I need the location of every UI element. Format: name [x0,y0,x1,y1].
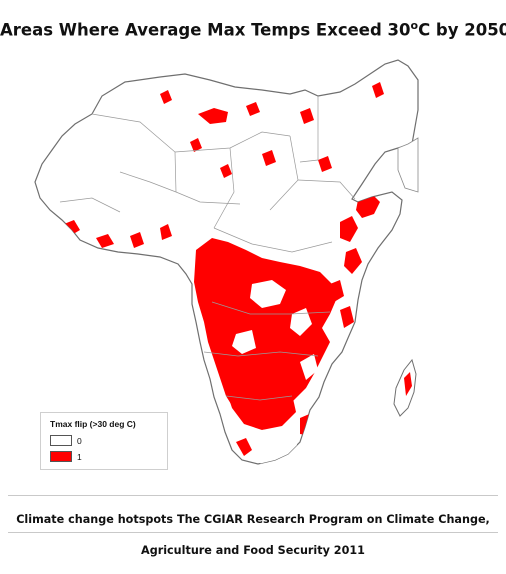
africa-map [0,52,430,482]
hotspot-east-3 [330,280,344,302]
hotspot-sahara-2 [160,90,172,104]
hotspot-sahara-4 [300,108,314,124]
caption-line-2: Agriculture and Food Security 2011 [141,544,365,557]
hotspot-sahel-2 [220,164,232,178]
map-canvas [34,59,419,465]
hotspot-sahel-3 [190,138,202,152]
hotspot-east-1 [340,216,358,242]
gap-c [232,330,256,354]
map-legend: Tmax flip (>30 deg C) 0 1 [40,412,168,470]
title-text: Areas Where Average Max Temps Exceed 30 [0,20,411,40]
degree-symbol: o [410,19,419,32]
caption-divider-top [8,495,498,496]
title-suffix: C by 2050 [418,20,506,40]
hotspot-sudan [318,156,332,172]
hotspot-west-coast-3 [130,232,144,248]
hotspot-layer [64,82,384,464]
hotspot-egypt [372,82,384,98]
caption-line-1: Climate change hotspots The CGIAR Resear… [16,513,490,526]
legend-label-0: 0 [77,435,82,446]
arabia-outline [397,137,419,193]
hotspot-madagascar [404,372,412,396]
gap-a [250,280,286,308]
legend-item-1: 1 [50,451,82,462]
legend-label-1: 1 [77,451,82,462]
hotspot-kalahari [222,360,296,430]
legend-swatch-0 [50,435,72,446]
legend-item-0: 0 [50,435,82,446]
gap-b [290,308,312,336]
hotspot-sahel-1 [262,150,276,166]
country-borders [59,96,356,401]
legend-swatch-1 [50,451,72,462]
hotspot-south-small [236,438,252,456]
hotspot-west-coast-4 [160,224,172,240]
gap-d [300,354,318,380]
hotspot-sahara-1 [198,108,228,124]
madagascar-outline [393,358,417,417]
map-title: Areas Where Average Max Temps Exceed 30o… [0,19,506,40]
legend-title: Tmax flip (>30 deg C) [50,419,136,429]
hotspot-west-coast-2 [96,234,114,248]
caption-divider-bottom [8,532,498,533]
hotspot-east-2 [344,248,362,274]
hotspot-sahara-3 [246,102,260,116]
hotspot-east-4 [340,306,354,328]
